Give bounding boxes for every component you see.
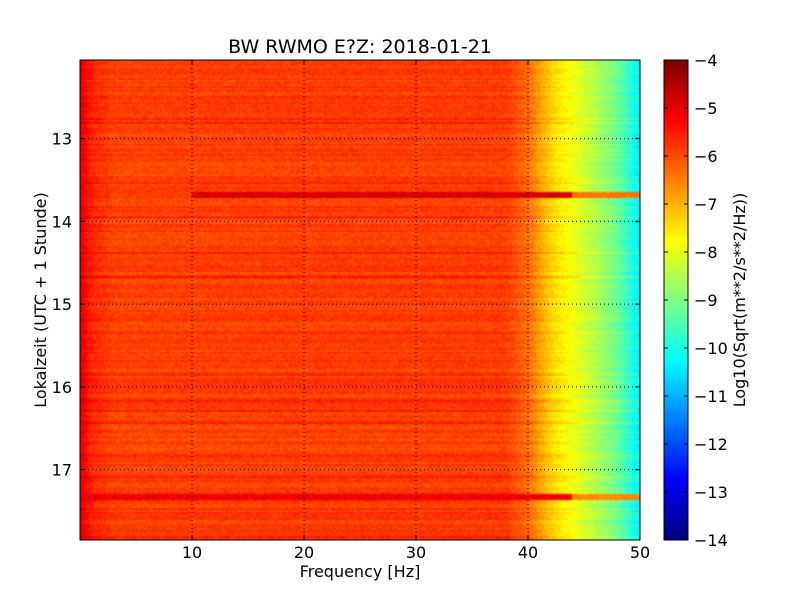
colorbar: −4 −5 −6 −7 −8 −9 −10 −11 −12 −13 −14 bbox=[663, 51, 728, 550]
colorbar-tick-label: −7 bbox=[694, 195, 718, 214]
colorbar-tick-label: −9 bbox=[694, 291, 718, 310]
y-tick-label: 17 bbox=[52, 461, 72, 480]
x-axis-label: Frequency [Hz] bbox=[300, 562, 421, 581]
colorbar-tick-label: −4 bbox=[694, 51, 718, 70]
plot-area: 10 20 30 40 50 13 14 15 16 17 bbox=[52, 59, 650, 562]
y-axis-ticks: 13 14 15 16 17 bbox=[52, 130, 640, 480]
x-tick-label: 50 bbox=[630, 543, 650, 562]
colorbar-tick-label: −14 bbox=[694, 531, 728, 550]
y-tick-label: 14 bbox=[52, 212, 72, 231]
colorbar-tick-label: −11 bbox=[694, 387, 728, 406]
colorbar-tick-label: −13 bbox=[694, 483, 728, 502]
colorbar-tick-label: −8 bbox=[694, 243, 718, 262]
chart-title: BW RWMO E?Z: 2018-01-21 bbox=[228, 36, 492, 58]
x-tick-label: 40 bbox=[518, 543, 538, 562]
y-tick-label: 13 bbox=[52, 130, 72, 149]
colorbar-tick-label: −10 bbox=[694, 339, 728, 358]
grid-lines bbox=[80, 60, 640, 540]
plot-frame bbox=[79, 59, 641, 541]
colorbar-tick-label: −6 bbox=[694, 147, 718, 166]
colorbar-label: Log10(Sqrt(m**2/s**2/Hz)) bbox=[730, 193, 749, 408]
x-tick-label: 20 bbox=[294, 543, 314, 562]
spectrogram-heatmap bbox=[80, 60, 640, 540]
colorbar-ticks: −4 −5 −6 −7 −8 −9 −10 −11 −12 −13 −14 bbox=[664, 51, 728, 550]
x-tick-label: 10 bbox=[182, 543, 202, 562]
x-tick-label: 30 bbox=[406, 543, 426, 562]
y-tick-label: 15 bbox=[52, 295, 72, 314]
x-axis-ticks: 10 20 30 40 50 bbox=[182, 60, 650, 562]
y-axis-label: Lokalzeit (UTC + 1 Stunde) bbox=[31, 192, 50, 407]
colorbar-tick-label: −5 bbox=[694, 99, 718, 118]
colorbar-tick-label: −12 bbox=[694, 435, 728, 454]
y-tick-label: 16 bbox=[52, 378, 72, 397]
